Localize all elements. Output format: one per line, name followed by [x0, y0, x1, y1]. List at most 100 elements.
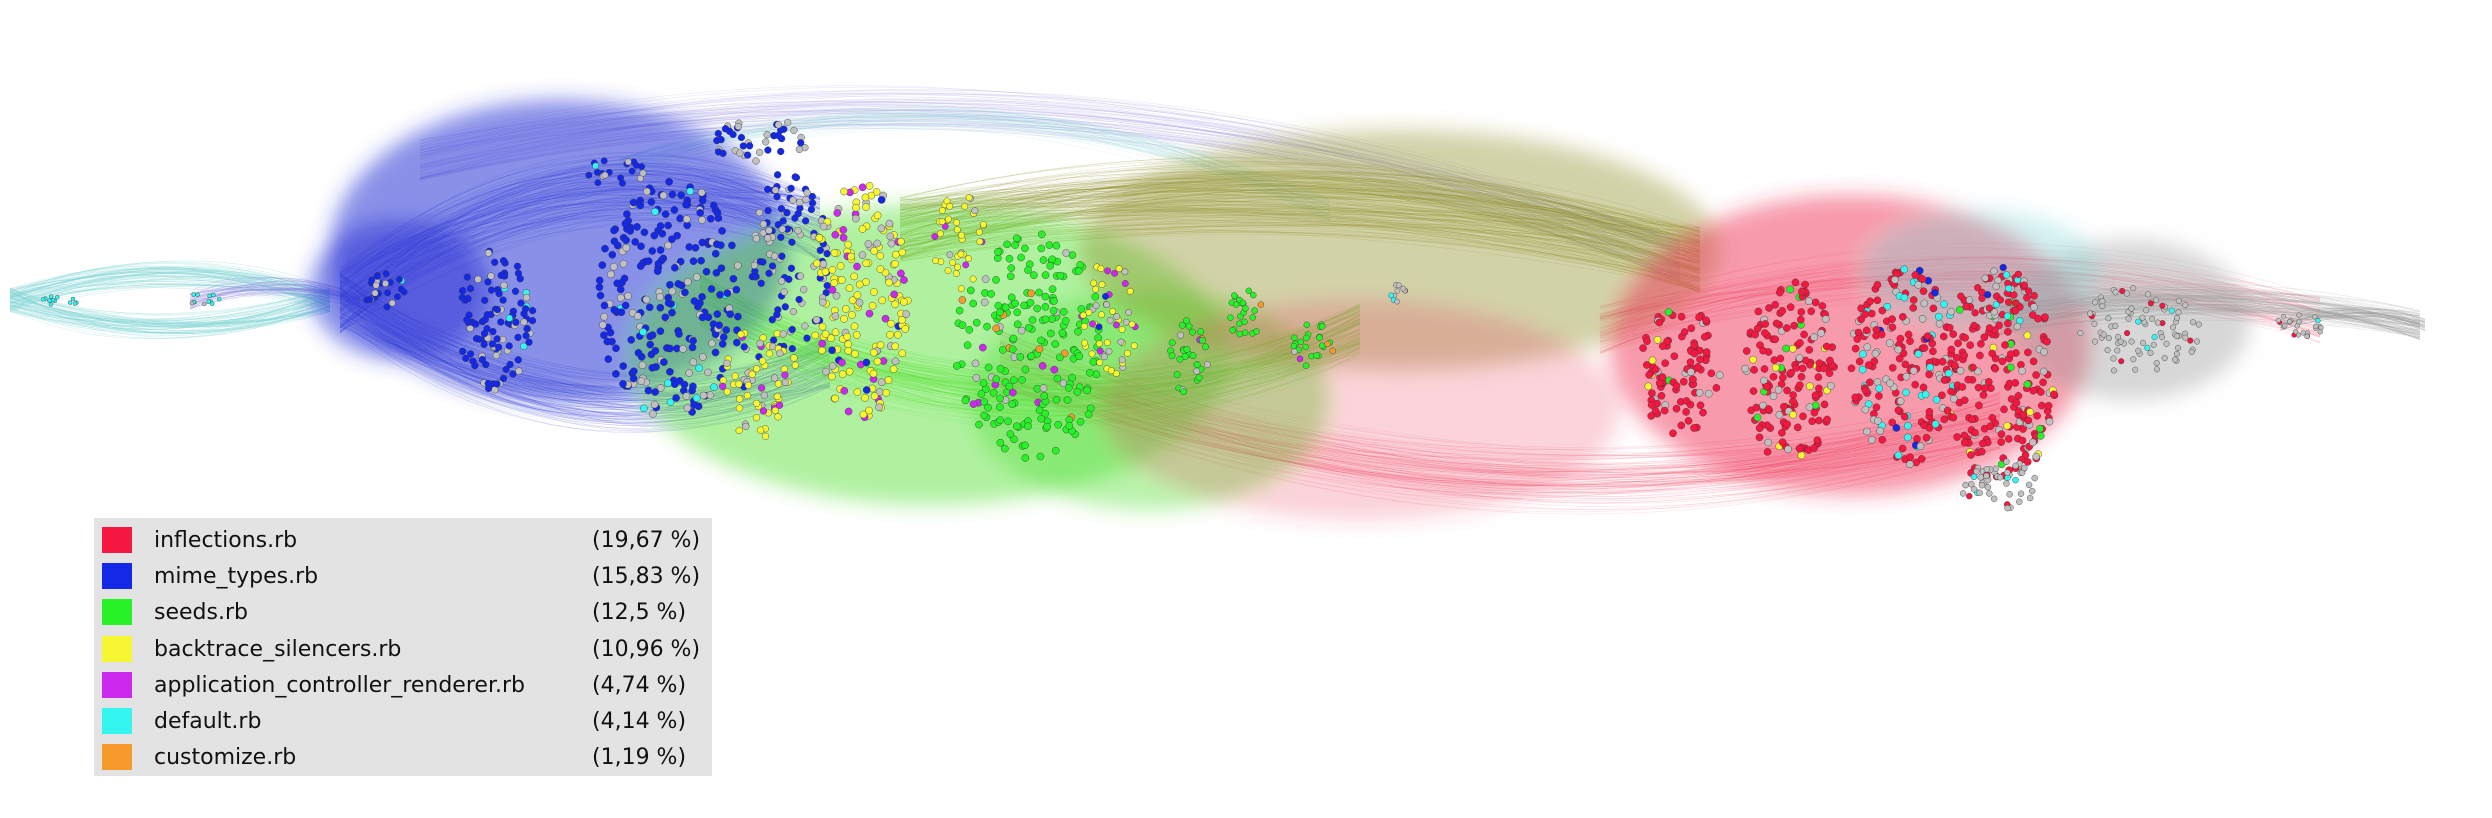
graph-node: [2313, 323, 2319, 329]
graph-node: [977, 390, 986, 398]
graph-edge: [9, 292, 331, 330]
graph-node: [821, 267, 830, 276]
graph-node: [1290, 342, 1298, 350]
graph-node: [1296, 355, 1304, 362]
graph-node: [1039, 256, 1048, 264]
graph-node: [1851, 393, 1860, 402]
graph-edge: [9, 267, 331, 306]
graph-node: [999, 346, 1007, 354]
graph-node: [787, 264, 796, 272]
graph-node: [664, 379, 672, 388]
graph-edge: [2279, 308, 2426, 325]
graph-node: [668, 235, 676, 243]
graph-edge: [9, 290, 331, 324]
graph-node: [2317, 329, 2323, 335]
graph-edge: [9, 291, 331, 334]
graph-node: [1985, 377, 1993, 386]
graph-node: [1050, 297, 1058, 305]
graph-node: [1805, 403, 1814, 411]
graph-node: [1820, 364, 1828, 373]
graph-node: [675, 330, 683, 338]
graph-node: [823, 250, 831, 258]
graph-edge: [9, 290, 331, 334]
graph-node: [1045, 241, 1054, 249]
graph-node: [1970, 473, 1978, 480]
graph-node: [646, 340, 655, 349]
graph-node: [2153, 360, 2160, 367]
graph-node: [1229, 327, 1236, 334]
graph-edge: [9, 293, 331, 335]
graph-node: [656, 327, 665, 336]
graph-node: [654, 259, 663, 268]
graph-node: [1037, 244, 1046, 253]
graph-node: [2105, 335, 2112, 342]
graph-node: [656, 384, 665, 392]
graph-node: [1970, 486, 1978, 493]
graph-node: [2005, 284, 2013, 293]
graph-node: [489, 328, 497, 336]
graph-edge: [9, 290, 331, 322]
graph-node: [876, 341, 885, 349]
graph-node: [55, 295, 60, 300]
graph-node: [781, 303, 789, 311]
graph-node: [718, 227, 726, 235]
graph-edge: [9, 298, 331, 328]
graph-node: [748, 370, 756, 378]
graph-node: [1960, 431, 1969, 440]
graph-edge: [9, 289, 331, 334]
graph-node: [1041, 315, 1050, 324]
graph-node: [2025, 481, 2033, 489]
graph-node: [668, 308, 676, 317]
graph-node: [604, 355, 613, 363]
graph-node: [1821, 315, 1830, 323]
graph-node: [1996, 296, 2005, 304]
graph-node: [1978, 294, 1986, 302]
graph-node: [2104, 347, 2111, 354]
graph-node: [1043, 422, 1051, 431]
graph-node: [2100, 331, 2107, 338]
graph-node: [789, 196, 797, 204]
graph-node: [764, 207, 772, 215]
graph-node: [1939, 332, 1948, 341]
graph-node: [1076, 417, 1085, 426]
graph-node: [505, 342, 513, 350]
graph-edge: [9, 269, 331, 299]
graph-edge: [9, 294, 331, 323]
graph-node: [1779, 373, 1787, 382]
graph-node: [980, 221, 987, 228]
graph-node: [828, 372, 836, 381]
graph-node: [2019, 411, 2028, 419]
graph-node: [383, 303, 391, 311]
graph-node: [1954, 339, 1962, 348]
graph-node: [1888, 315, 1896, 323]
graph-edge: [9, 272, 331, 304]
graph-node: [478, 355, 487, 364]
graph-node: [2110, 355, 2117, 362]
graph-node: [603, 337, 612, 346]
graph-node: [1945, 323, 1954, 332]
graph-node: [870, 348, 878, 357]
graph-node: [788, 325, 796, 334]
graph-node: [1784, 445, 1792, 454]
graph-node: [1033, 304, 1041, 313]
graph-node: [480, 340, 488, 349]
graph-node: [823, 282, 831, 290]
graph-edge: [9, 275, 331, 312]
legend-percent: (1,19 %): [592, 745, 687, 771]
graph-node: [887, 319, 895, 328]
graph-node: [1060, 349, 1069, 358]
graph-node: [622, 243, 631, 252]
graph-node: [1861, 310, 1869, 319]
graph-edge: [9, 281, 331, 299]
graph-node: [1113, 321, 1120, 329]
graph-node: [1013, 320, 1022, 329]
graph-node: [648, 363, 657, 372]
graph-node: [1329, 347, 1337, 355]
graph-node: [1018, 375, 1026, 384]
graph-node: [1968, 415, 1976, 424]
graph-node: [1765, 304, 1773, 312]
graph-node: [1106, 316, 1114, 324]
graph-node: [739, 142, 747, 150]
graph-node: [1643, 337, 1651, 346]
graph-node: [1073, 388, 1082, 396]
